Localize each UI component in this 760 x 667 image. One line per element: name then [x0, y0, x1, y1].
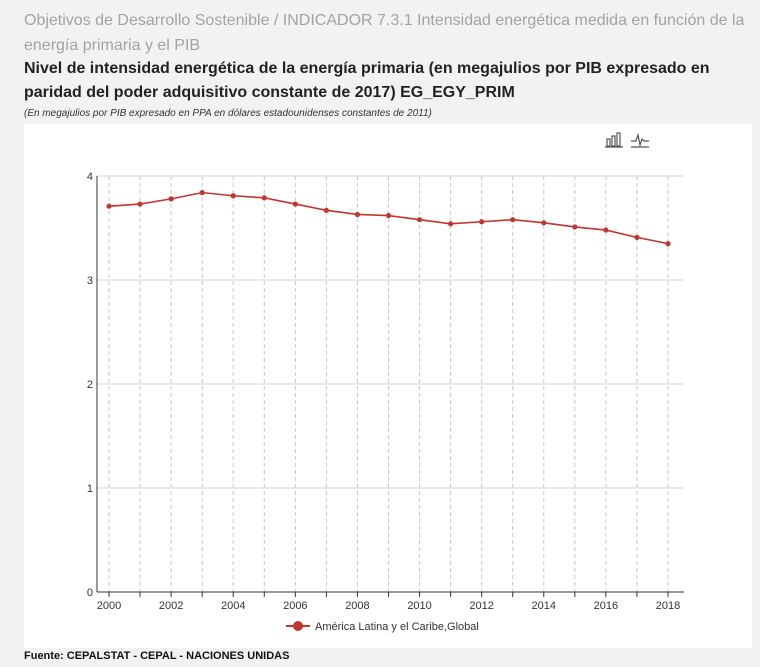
x-tick-label: 2012 [469, 600, 493, 612]
y-tick-label: 2 [87, 379, 93, 391]
bar-chart-icon-glyph [605, 132, 623, 148]
x-tick-label: 2016 [594, 600, 618, 612]
line-chart-icon[interactable] [631, 132, 649, 148]
y-tick-label: 4 [87, 171, 93, 183]
data-point [292, 201, 298, 207]
chart-title: Nivel de intensidad energética de la ene… [24, 60, 710, 101]
data-point [106, 203, 112, 209]
x-tick-label: 2004 [221, 600, 245, 612]
data-point [448, 221, 454, 227]
data-point [510, 217, 516, 223]
data-point [665, 241, 671, 247]
legend-label: América Latina y el Caribe,Global [315, 621, 479, 633]
x-tick-label: 2018 [656, 600, 680, 612]
chart-panel: 0 1 2 3 4 2000 2002 2004 2006 2008 2010 2012 2014 201… [24, 124, 752, 648]
data-point [168, 196, 174, 202]
x-tick-label: 2006 [283, 600, 307, 612]
data-point [230, 193, 236, 199]
line-chart: 0 1 2 3 4 2000 2002 2004 2006 2008 2010 2012 2014 201… [87, 171, 684, 633]
x-tick-label: 2008 [345, 600, 369, 612]
data-point [572, 224, 578, 230]
x-tick-label: 2000 [97, 600, 121, 612]
x-tick-label: 2014 [532, 600, 556, 612]
data-point [354, 211, 361, 218]
line-chart-icon-glyph [631, 132, 649, 148]
data-point [261, 195, 267, 201]
data-point [199, 190, 205, 196]
data-point [416, 217, 423, 223]
x-tick-label: 2010 [407, 600, 431, 612]
bar-chart-icon[interactable] [605, 132, 623, 148]
x-tick-label: 2002 [159, 600, 183, 612]
data-point [385, 212, 392, 219]
data-point [137, 201, 143, 207]
chart-subtitle: (En megajulios por PIB expresado en PPA … [24, 108, 432, 119]
source-note: Fuente: CEPALSTAT - CEPAL - NACIONES UNI… [24, 650, 290, 662]
y-tick-label: 1 [87, 483, 93, 495]
data-point [479, 219, 485, 225]
y-tick-label: 3 [87, 275, 93, 287]
y-tick-label: 0 [87, 587, 93, 599]
legend-marker [293, 621, 303, 631]
data-point [603, 227, 609, 233]
data-point [634, 234, 640, 240]
data-point [541, 220, 547, 226]
breadcrumb: Objetivos de Desarrollo Sostenible / IND… [24, 12, 745, 54]
data-point [323, 207, 329, 213]
